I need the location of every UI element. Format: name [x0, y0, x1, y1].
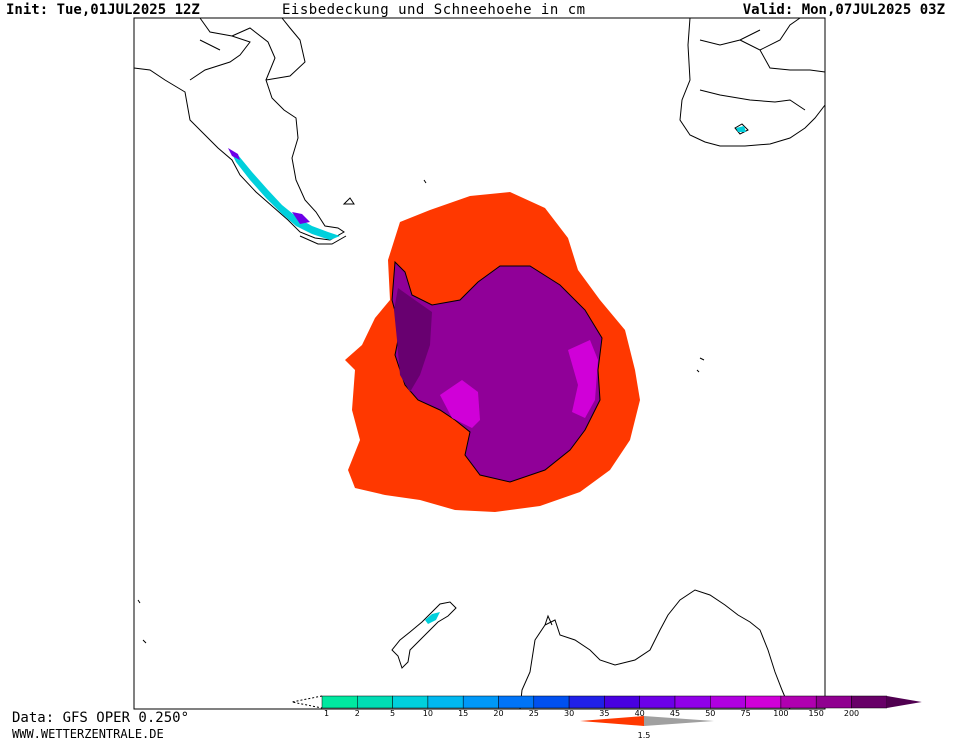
legend-over-arrow	[886, 696, 922, 708]
valid-time: Valid: Mon,07JUL2025 03Z	[742, 2, 945, 18]
ross-ice-shelf-snow	[440, 380, 480, 428]
australia-coast	[519, 589, 791, 710]
legend-tick-label: 10	[423, 709, 433, 718]
legend-bin	[427, 695, 464, 709]
legend-tick-label: 35	[599, 709, 609, 718]
andes-snow	[230, 150, 340, 240]
peninsula-deep-snow	[394, 288, 432, 392]
east-coast-snow	[568, 340, 598, 418]
legend-bin	[533, 695, 570, 709]
south-america-borders	[189, 17, 276, 81]
legend-bin	[851, 695, 888, 709]
new-zealand-snow	[425, 612, 440, 624]
legend-bin	[815, 695, 852, 709]
small-islands	[137, 179, 705, 644]
sea-ice-legend-grey	[644, 716, 714, 726]
init-time: Init: Tue,01JUL2025 12Z	[6, 2, 200, 18]
legend-tick-label: 200	[844, 709, 859, 718]
legend-tick-label: 40	[635, 709, 645, 718]
legend-tick-label: 50	[705, 709, 715, 718]
antarctica-ice-sheet	[391, 260, 603, 483]
data-source: Data: GFS OPER 0.250°	[12, 710, 190, 726]
legend-bin	[321, 695, 358, 709]
legend-under-arrow	[291, 695, 323, 709]
legend-tick-label: 45	[670, 709, 680, 718]
andes-snow-deep	[228, 148, 310, 224]
legend-tick-label: 15	[458, 709, 468, 718]
tierra-del-fuego	[299, 235, 347, 245]
legend-tick-label: 5	[390, 709, 395, 718]
sea-ice-legend-bin	[580, 716, 644, 726]
site-credit: WWW.WETTERZENTRALE.DE	[12, 727, 164, 741]
legend-tick-label: 25	[529, 709, 539, 718]
map-title: Eisbedeckung und Schneehoehe in cm	[282, 2, 586, 18]
sea-ice-legend-label: 1.5	[638, 731, 651, 740]
legend-bin	[357, 695, 393, 709]
legend-bin	[710, 695, 746, 709]
legend-bin	[568, 695, 605, 709]
legend-tick-label: 100	[773, 709, 788, 718]
legend-tick-label: 150	[809, 709, 824, 718]
drakensberg-snow	[736, 126, 746, 132]
south-america-coast	[133, 17, 345, 241]
legend-bin	[604, 695, 640, 709]
africa-coast	[679, 17, 826, 147]
legend-tick-label: 1	[324, 709, 329, 718]
legend-tick-label: 2	[355, 709, 360, 718]
legend-bin	[498, 695, 535, 709]
new-zealand	[391, 601, 457, 669]
legend-bin	[639, 695, 676, 709]
falkland-islands	[342, 197, 355, 205]
legend-bin	[674, 695, 711, 709]
legend-bin	[392, 695, 429, 709]
legend-bin	[780, 695, 817, 709]
legend-tick-label: 20	[493, 709, 503, 718]
legend-bin	[462, 695, 499, 709]
legend-tick-label: 75	[741, 709, 751, 718]
legend-tick-label: 30	[564, 709, 574, 718]
legend-bin	[745, 695, 782, 709]
